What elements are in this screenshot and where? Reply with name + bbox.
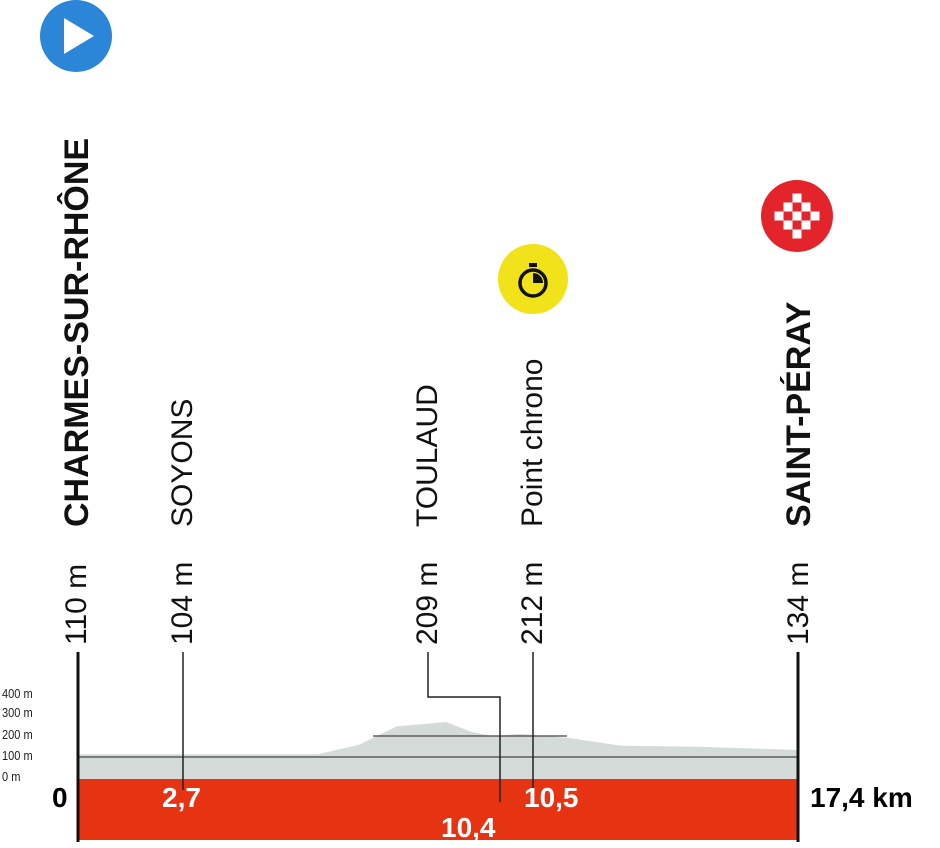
play-icon bbox=[40, 0, 112, 72]
finish-town-name: SAINT-PÉRAY bbox=[780, 301, 818, 527]
checker-square bbox=[792, 193, 802, 203]
toulaud-marker-line bbox=[427, 652, 501, 802]
checker-square bbox=[792, 220, 802, 230]
checker-square bbox=[801, 211, 811, 221]
y-tick-200: 200 m bbox=[2, 727, 33, 742]
toulaud-altitude: 209 m bbox=[411, 561, 444, 645]
checker-square bbox=[783, 202, 793, 212]
y-tick-300: 300 m bbox=[2, 705, 33, 720]
finish-altitude: 134 m bbox=[782, 561, 815, 645]
checker-square bbox=[792, 202, 802, 212]
checker-square bbox=[801, 193, 811, 203]
checker-square bbox=[783, 193, 793, 203]
checker-square bbox=[783, 211, 793, 221]
checker-square bbox=[774, 202, 784, 212]
checker-square bbox=[801, 229, 811, 239]
km-chrono: 10,5 bbox=[524, 782, 579, 813]
checker-square bbox=[792, 211, 802, 221]
checker-square bbox=[801, 202, 811, 212]
checker-square bbox=[801, 220, 811, 230]
start-altitude: 110 m bbox=[60, 563, 93, 645]
km-start: 0 bbox=[52, 782, 68, 813]
checker-square bbox=[810, 202, 820, 212]
checker-square bbox=[810, 211, 820, 221]
checker-square bbox=[774, 220, 784, 230]
checker-square bbox=[774, 211, 784, 221]
km-soyons: 2,7 bbox=[162, 782, 201, 813]
km-toulaud: 10,4 bbox=[441, 812, 496, 843]
checkered-flag-icon bbox=[761, 180, 833, 252]
km-finish: 17,4 km bbox=[810, 782, 913, 813]
checker-square bbox=[792, 229, 802, 239]
chrono-altitude: 212 m bbox=[516, 561, 549, 645]
y-tick-100: 100 m bbox=[2, 748, 33, 763]
chrono-name: Point chrono bbox=[516, 358, 549, 527]
soyons-altitude: 104 m bbox=[166, 561, 199, 645]
stopwatch-icon bbox=[498, 244, 568, 314]
soyons-name: SOYONS bbox=[166, 398, 199, 527]
distance-band bbox=[78, 779, 798, 840]
toulaud-name: TOULAUD bbox=[411, 384, 444, 527]
checker-square bbox=[783, 229, 793, 239]
checker-square bbox=[810, 220, 820, 230]
y-tick-0: 0 m bbox=[2, 769, 21, 784]
checker-square bbox=[783, 220, 793, 230]
elevation-profile bbox=[78, 722, 798, 779]
y-tick-400: 400 m bbox=[2, 686, 33, 701]
start-town-name: CHARMES-SUR-RHÔNE bbox=[58, 137, 96, 527]
